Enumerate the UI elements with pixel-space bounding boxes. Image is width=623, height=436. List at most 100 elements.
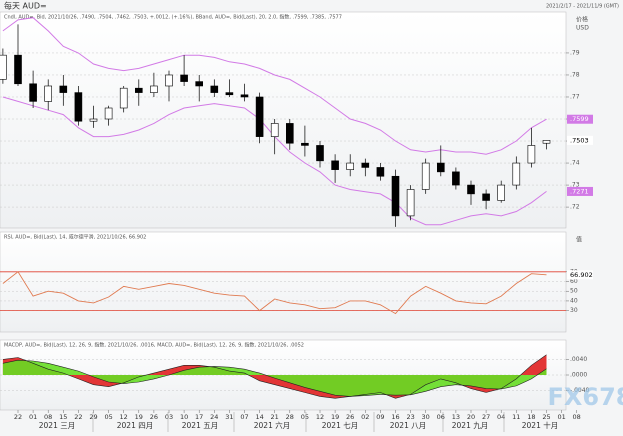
candle-body [104,107,113,120]
candle-body [165,74,173,87]
month-label: 2021 八月 [390,421,426,430]
y-tick-label: .78 [570,71,580,78]
candle-body [391,175,400,217]
candle-body [44,85,53,102]
x-tick-label: 01 [557,413,565,421]
title: 每天 AUD= [4,1,47,11]
y-tick-label: .72 [570,204,580,211]
y-label: 值 [576,236,582,244]
value-box-label: .7271 [570,187,589,195]
y-tick-label: .0040 [570,356,587,363]
candle-body [29,83,37,102]
legend: MACDP, AUD=, Bid(Last), 12, 26, 9, 指数, 2… [4,342,304,349]
x-tick-label: 22 [74,413,82,421]
candle-body [135,87,143,93]
month-label: 2021 三月 [39,421,75,430]
watermark: FX678 [548,383,623,411]
x-tick-label: 03 [165,413,173,421]
candle-body [59,85,68,93]
x-tick-label: 17 [195,413,203,421]
candle-body [180,74,188,82]
candle-body [467,184,475,195]
x-tick-label: 01 [29,413,37,421]
month-label: 2021 九月 [452,421,488,430]
candle-body [361,162,370,168]
month-label: 2021 四月 [117,421,153,430]
candle-body [89,118,98,122]
x-tick-label: 09 [376,413,384,421]
candle-body [436,162,445,173]
x-tick-label: 19 [135,413,143,421]
x-tick-label: 10 [180,413,188,421]
x-tick-label: 25 [542,413,550,421]
x-tick-label: 14 [255,413,263,421]
candle-body [0,54,7,80]
candle-body [542,140,551,144]
candle-body [406,189,415,217]
candle-body [376,167,385,177]
price-panel [0,11,567,229]
x-tick-label: 08 [44,413,52,421]
x-tick-label: 12 [316,413,324,421]
x-tick-label: 19 [331,413,339,421]
candle-body [270,123,279,137]
candle-body [150,85,158,93]
value-box [567,186,593,196]
x-tick-label: 28 [286,413,294,421]
macd-line [2,354,547,399]
x-tick-label: 18 [527,413,535,421]
y-label: 价格 [576,16,588,24]
month-label: 2021 十月 [522,420,558,430]
candle-body [316,145,324,162]
value-box [567,270,593,280]
x-tick-label: 30 [422,413,430,421]
y-tick-label: .74 [570,160,580,167]
bollinger-band [2,17,547,155]
x-tick-label: 20 [467,413,475,421]
y-tick-label: 50 [570,288,578,295]
candle-body [452,171,460,186]
x-tick-label: 07 [240,413,248,421]
x-tick-label: 12 [120,413,128,421]
candle-body [482,193,490,201]
y-unit: USD [576,25,589,32]
x-tick-label: 16 [391,413,399,421]
y-tick-label: 40 [570,297,578,304]
x-tick-label: 13 [452,413,460,421]
rsi-panel [0,231,567,333]
x-tick-label: 29 [89,413,97,421]
y-tick-label: .77 [570,93,580,100]
candle-body [512,162,521,186]
x-tick-label: 08 [573,413,581,421]
candle-body [225,92,234,96]
value-box-label: 66.902 [570,271,593,279]
macd-line [2,359,547,397]
legend: Cndl, AUD=, Bid, 2021/10/26, .7490, .750… [4,14,342,21]
date-range: 2021/2/17 - 2021/11/9 (GMT) [546,4,619,10]
y-tick-label: .73 [570,182,580,189]
month-label: 2021 五月 [182,421,218,430]
y-tick-label: -.0040 [570,387,590,394]
y-tick-label: 30 [570,307,578,314]
candle-body [497,184,506,201]
x-tick-label: 02 [361,413,369,421]
x-tick-label: 05 [301,413,309,421]
legend: RSI, AUD=, Bid(Last), 14, 威尔德平滑, 2021/10… [4,234,146,241]
rsi-line [2,271,547,315]
value-box-label: .7503 [570,136,589,144]
candle-body [346,162,355,170]
x-tick-label: 21 [271,413,279,421]
candle-body [119,87,128,109]
candle-body [74,92,83,122]
month-label: 2021 七月 [322,421,358,430]
candle-body [195,81,203,87]
x-tick-label: 04 [497,413,505,421]
x-tick-label: 15 [59,413,67,421]
x-tick-label: 22 [14,413,22,421]
y-tick-label: .79 [570,49,580,56]
x-tick-label: 05 [104,413,112,421]
x-tick-label: 26 [346,413,354,421]
value-box-label: .7599 [570,115,589,123]
candle-body [331,160,339,170]
